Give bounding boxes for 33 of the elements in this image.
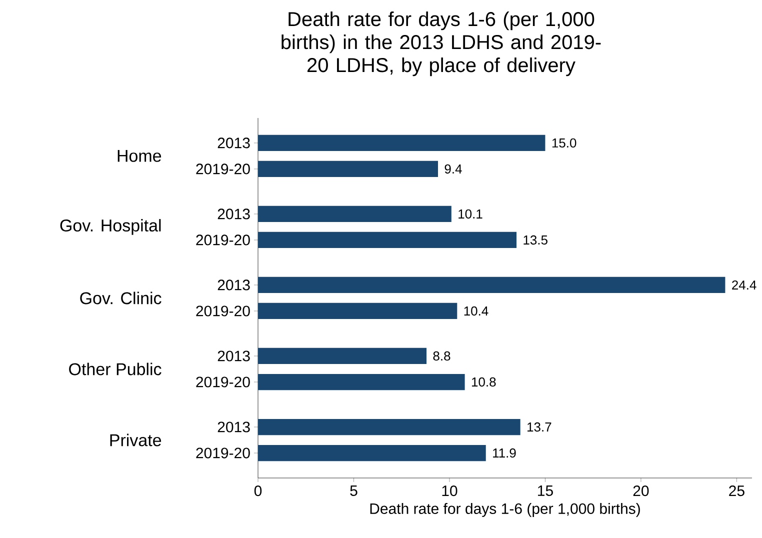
y-tick-label: 2019-20 xyxy=(196,376,250,388)
data-label: 13.7 xyxy=(528,422,552,432)
data-label: 8.8 xyxy=(433,351,450,361)
text: Gov. Hospital xyxy=(60,219,161,235)
x-tick-label: 20 xyxy=(633,486,649,496)
y-tick-label: 2013 xyxy=(218,280,250,290)
y-tick-label: 2019-20 xyxy=(196,164,250,174)
data-label: 10.8 xyxy=(472,377,496,387)
chart-title: Death rate for days 1-6 (per 1,000 births) in the 2013 LDHS and 2019-20 LDHS, by place of delivery xyxy=(282,12,601,76)
x-axis-title: Death rate for days 1-6 (per 1,000 births) xyxy=(370,502,640,517)
x-tick-label: 10 xyxy=(442,486,458,496)
x-tick-label: 5 xyxy=(350,486,358,496)
text: Private xyxy=(110,434,162,446)
text: Home xyxy=(118,150,162,162)
y-tick-label: 2019-20 xyxy=(196,448,250,458)
data-label: 11.9 xyxy=(493,448,516,458)
data-label: 15.0 xyxy=(552,138,576,148)
y-tick-label: 2013 xyxy=(218,208,250,220)
y-tick-label: 2013 xyxy=(218,350,250,362)
data-label: 24.4 xyxy=(732,280,756,290)
data-label: 10.4 xyxy=(464,306,488,316)
data-label: 9.4 xyxy=(444,164,462,174)
data-label: 10.1 xyxy=(458,209,482,219)
y-tick-label: 2013 xyxy=(218,138,250,148)
y-tick-label: 2019-20 xyxy=(196,234,250,246)
x-tick-label: 0 xyxy=(254,486,262,496)
x-tick-label: 25 xyxy=(729,486,744,496)
text: Gov. Clinic xyxy=(80,292,162,304)
y-tick-label: 2013 xyxy=(218,422,250,432)
data-label: 13.5 xyxy=(524,235,548,245)
text: Other Public xyxy=(69,362,162,376)
x-tick-label: 15 xyxy=(538,486,553,496)
y-tick-label: 2019-20 xyxy=(196,306,250,316)
